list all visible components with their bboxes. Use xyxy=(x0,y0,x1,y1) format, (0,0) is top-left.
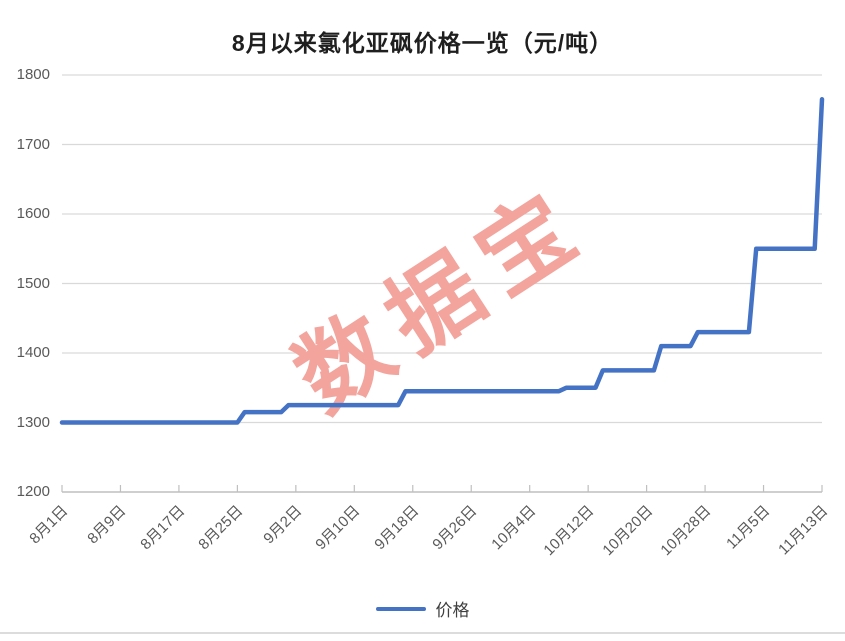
legend-line-swatch xyxy=(375,606,426,611)
y-tick-label-1400: 1400 xyxy=(16,344,50,361)
legend-series-label: 价格 xyxy=(435,601,470,620)
y-tick-label-1700: 1700 xyxy=(16,135,50,153)
y-tick-label-1800: 1800 xyxy=(16,66,50,83)
bottom-divider xyxy=(0,632,845,634)
y-tick-label-1600: 1600 xyxy=(16,205,50,222)
y-tick-label-1300: 1300 xyxy=(16,413,50,431)
price-polyline xyxy=(59,97,825,425)
chart-title: 8月以来氯化亚砜价格一览（元/吨） xyxy=(231,30,614,56)
y-tick-label-1500: 1500 xyxy=(16,274,50,292)
y-tick-label-1200: 1200 xyxy=(16,483,50,500)
legend: 价格 xyxy=(0,596,845,621)
